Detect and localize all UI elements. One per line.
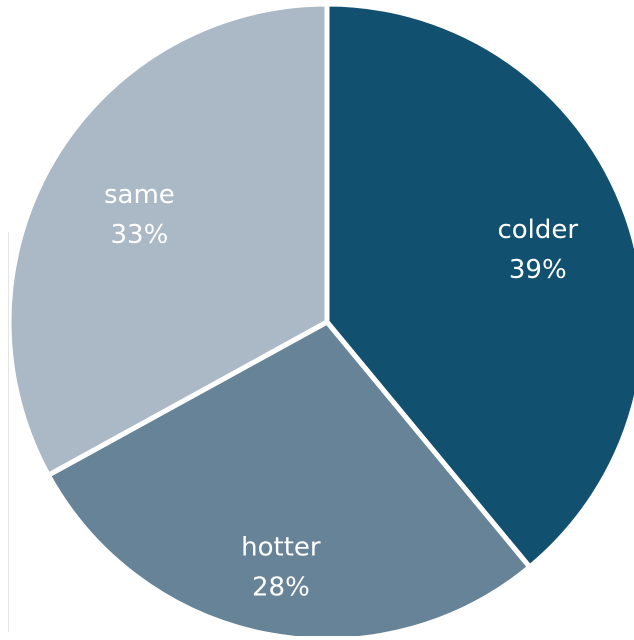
pie-slice-same xyxy=(6,1,330,478)
slices-layer xyxy=(6,1,634,640)
slice-label-same: same xyxy=(104,180,175,210)
pie-slice-colder xyxy=(324,1,634,570)
slice-label-hotter: hotter xyxy=(241,533,321,563)
slice-value-hotter: 28% xyxy=(252,573,310,603)
labels-layer: colder 39% hotter 28% same 33% xyxy=(104,180,578,603)
panel-border xyxy=(8,232,9,632)
slice-value-same: 33% xyxy=(111,220,169,250)
slice-label-colder: colder xyxy=(497,215,578,245)
slice-value-colder: 39% xyxy=(509,255,567,285)
pie-slice-hotter xyxy=(45,319,533,640)
